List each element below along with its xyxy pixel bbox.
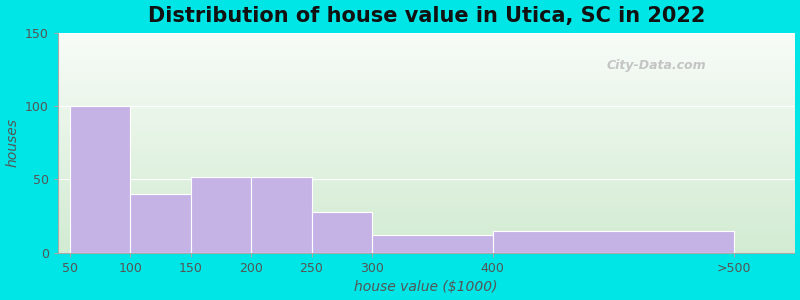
X-axis label: house value ($1000): house value ($1000) bbox=[354, 280, 498, 294]
Bar bbox=[251, 176, 311, 253]
Bar bbox=[130, 194, 191, 253]
Bar bbox=[372, 235, 493, 253]
Bar bbox=[493, 231, 734, 253]
Y-axis label: houses: houses bbox=[6, 118, 19, 167]
Bar bbox=[191, 176, 251, 253]
Bar bbox=[70, 106, 130, 253]
Bar bbox=[311, 212, 372, 253]
Title: Distribution of house value in Utica, SC in 2022: Distribution of house value in Utica, SC… bbox=[147, 6, 705, 26]
Text: City-Data.com: City-Data.com bbox=[606, 59, 706, 72]
